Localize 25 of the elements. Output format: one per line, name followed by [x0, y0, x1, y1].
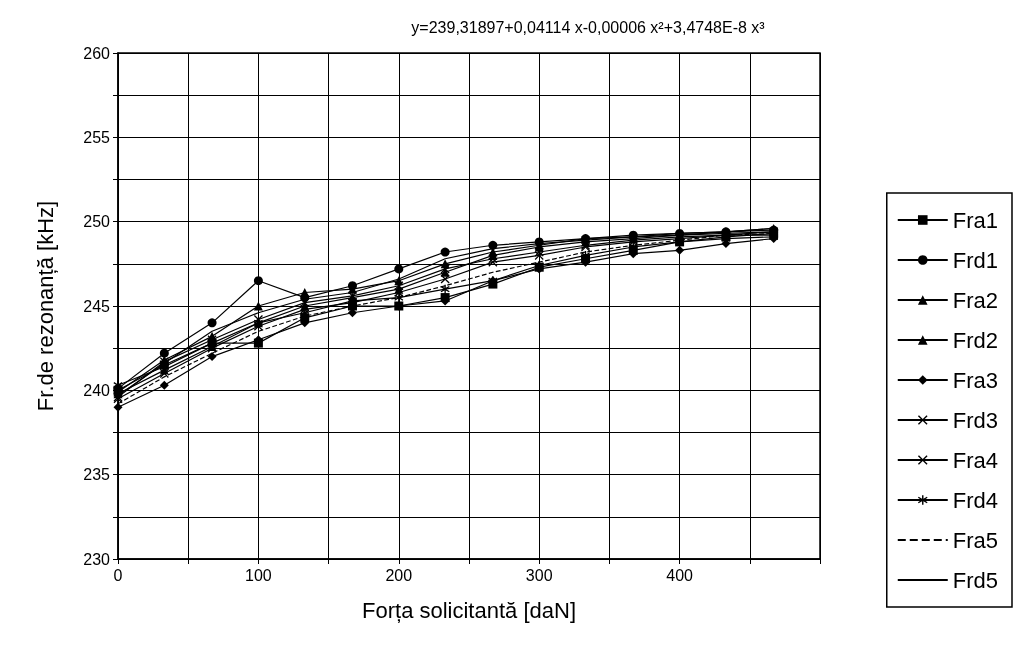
legend-label: Frd3: [952, 407, 999, 433]
y-tick-label: 255: [83, 128, 111, 146]
y-tick-label: 240: [83, 381, 111, 399]
y-tick-label: 235: [83, 466, 111, 484]
legend-label: Frd4: [952, 487, 999, 513]
y-tick-label: 250: [83, 213, 111, 231]
legend-label: Frd5: [952, 567, 999, 593]
x-tick-label: 300: [525, 566, 553, 584]
x-tick-label: 100: [245, 566, 272, 584]
legend-label: Frd2: [952, 327, 999, 353]
chart-title: y=239,31897+0,04114 x-0,00006 x²+3,4748E-8 x³: [411, 18, 766, 36]
y-tick-label: 230: [83, 550, 111, 568]
legend-label: Fra4: [952, 447, 999, 473]
legend-label: Fra1: [952, 207, 999, 233]
y-tick-label: 260: [83, 44, 111, 62]
legend-label: Fra2: [952, 287, 999, 313]
y-axis-title: Fr.de rezonanță [kHz]: [32, 200, 58, 412]
x-axis-title: Forța solicitantă [daN]: [362, 597, 576, 623]
x-tick-label: 200: [385, 566, 413, 584]
legend-label: Fra3: [952, 367, 999, 393]
y-tick-label: 245: [83, 297, 111, 315]
legend-label: Frd1: [952, 247, 999, 273]
legend-label: Fra5: [952, 527, 999, 553]
x-tick-label: 400: [666, 566, 694, 584]
x-tick-label: 0: [113, 566, 123, 584]
